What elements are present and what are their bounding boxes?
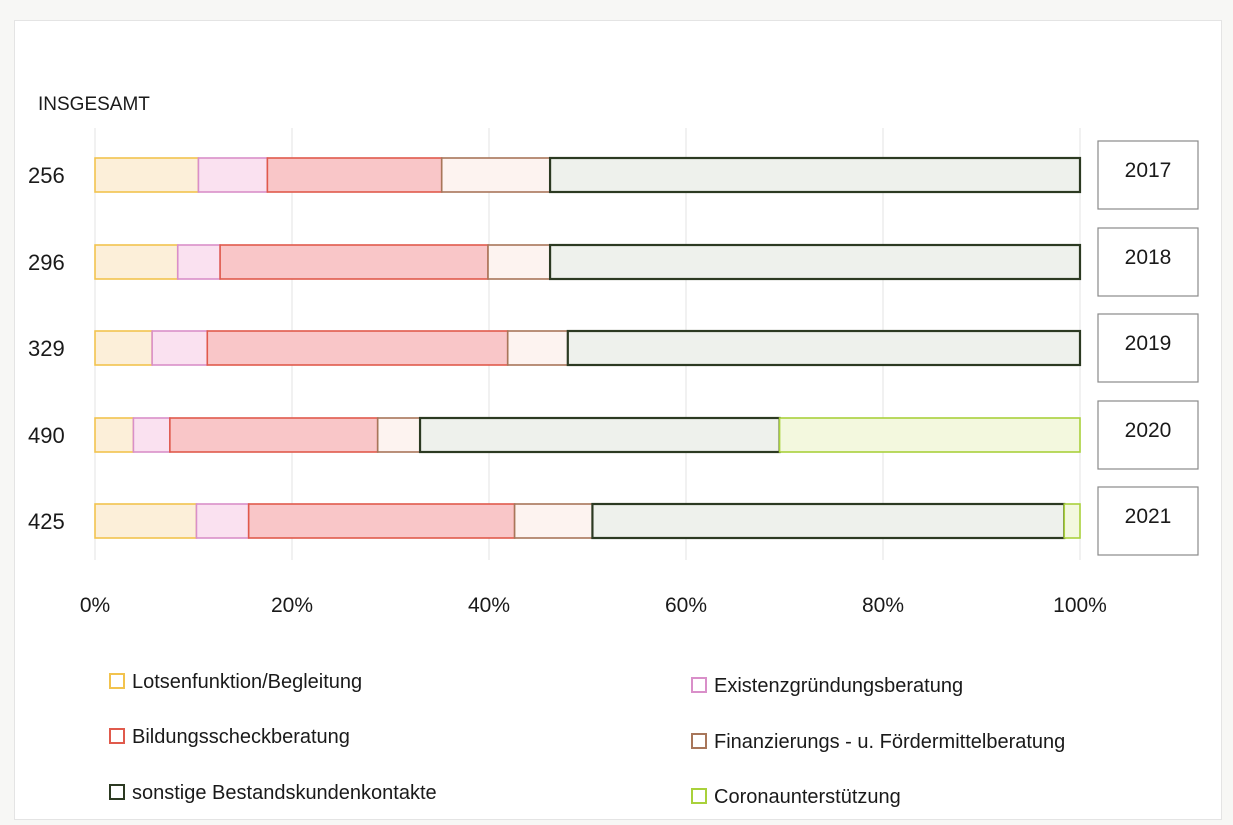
bar-segment bbox=[487, 244, 551, 280]
legend-label: Lotsenfunktion/Begleitung bbox=[132, 671, 362, 693]
bar-segment bbox=[169, 417, 379, 453]
year-label: 2017 bbox=[1125, 159, 1172, 182]
bar-segment bbox=[94, 417, 135, 453]
legend-label: Bildungsscheckberatung bbox=[132, 726, 350, 748]
legend-swatch bbox=[691, 788, 707, 804]
bar-segment bbox=[440, 157, 551, 193]
legend-swatch bbox=[109, 784, 125, 800]
legend-label: Existenzgründungsberatung bbox=[714, 675, 963, 697]
x-tick-label: 80% bbox=[862, 594, 904, 617]
x-tick-label: 100% bbox=[1053, 594, 1107, 617]
legend-swatch bbox=[691, 677, 707, 693]
legend-swatch bbox=[109, 673, 125, 689]
year-box bbox=[1097, 486, 1199, 556]
bar-segment bbox=[132, 417, 171, 453]
bar-segment bbox=[376, 417, 421, 453]
x-tick-label: 60% bbox=[665, 594, 707, 617]
bar-segment bbox=[94, 503, 198, 539]
bar-segment bbox=[506, 330, 569, 366]
bar-segment bbox=[176, 244, 221, 280]
legend-label: Finanzierungs - u. Fördermittelberatung bbox=[714, 731, 1065, 753]
bar-segment bbox=[591, 502, 1066, 540]
bar-segment bbox=[566, 329, 1082, 367]
year-box bbox=[1097, 313, 1199, 383]
row-total-label: 256 bbox=[28, 163, 65, 188]
year-label: 2020 bbox=[1125, 419, 1172, 442]
bar-segment bbox=[195, 503, 250, 539]
row-header: INSGESAMT bbox=[38, 94, 150, 115]
bar-segment bbox=[1063, 503, 1081, 539]
row-total-label: 296 bbox=[28, 250, 65, 275]
bar-segment bbox=[513, 503, 594, 539]
bar-segment bbox=[94, 330, 153, 366]
legend-label: Coronaunterstützung bbox=[714, 786, 901, 808]
bar-segment bbox=[219, 244, 489, 280]
x-tick-label: 20% bbox=[271, 594, 313, 617]
year-label: 2018 bbox=[1125, 246, 1172, 269]
bar-segment bbox=[197, 157, 269, 193]
bar-segment bbox=[247, 503, 516, 539]
row-total-label: 425 bbox=[28, 509, 65, 534]
legend-swatch bbox=[691, 733, 707, 749]
bar-segment bbox=[418, 416, 781, 454]
bar-segment bbox=[548, 156, 1082, 194]
x-tick-label: 0% bbox=[80, 594, 110, 617]
bar-segment bbox=[94, 244, 179, 280]
row-total-label: 329 bbox=[28, 336, 65, 361]
bar-segment bbox=[94, 157, 200, 193]
bar-segment bbox=[206, 330, 509, 366]
bar-segment bbox=[151, 330, 209, 366]
bar-segment bbox=[778, 417, 1081, 453]
x-tick-label: 40% bbox=[468, 594, 510, 617]
year-box bbox=[1097, 140, 1199, 210]
year-box bbox=[1097, 400, 1199, 470]
year-box bbox=[1097, 227, 1199, 297]
legend-label: sonstige Bestandskundenkontakte bbox=[132, 782, 437, 804]
bar-segment bbox=[266, 157, 443, 193]
year-label: 2019 bbox=[1125, 332, 1172, 355]
year-label: 2021 bbox=[1125, 505, 1172, 528]
bar-segment bbox=[548, 243, 1082, 281]
legend-swatch bbox=[109, 728, 125, 744]
row-total-label: 490 bbox=[28, 423, 65, 448]
